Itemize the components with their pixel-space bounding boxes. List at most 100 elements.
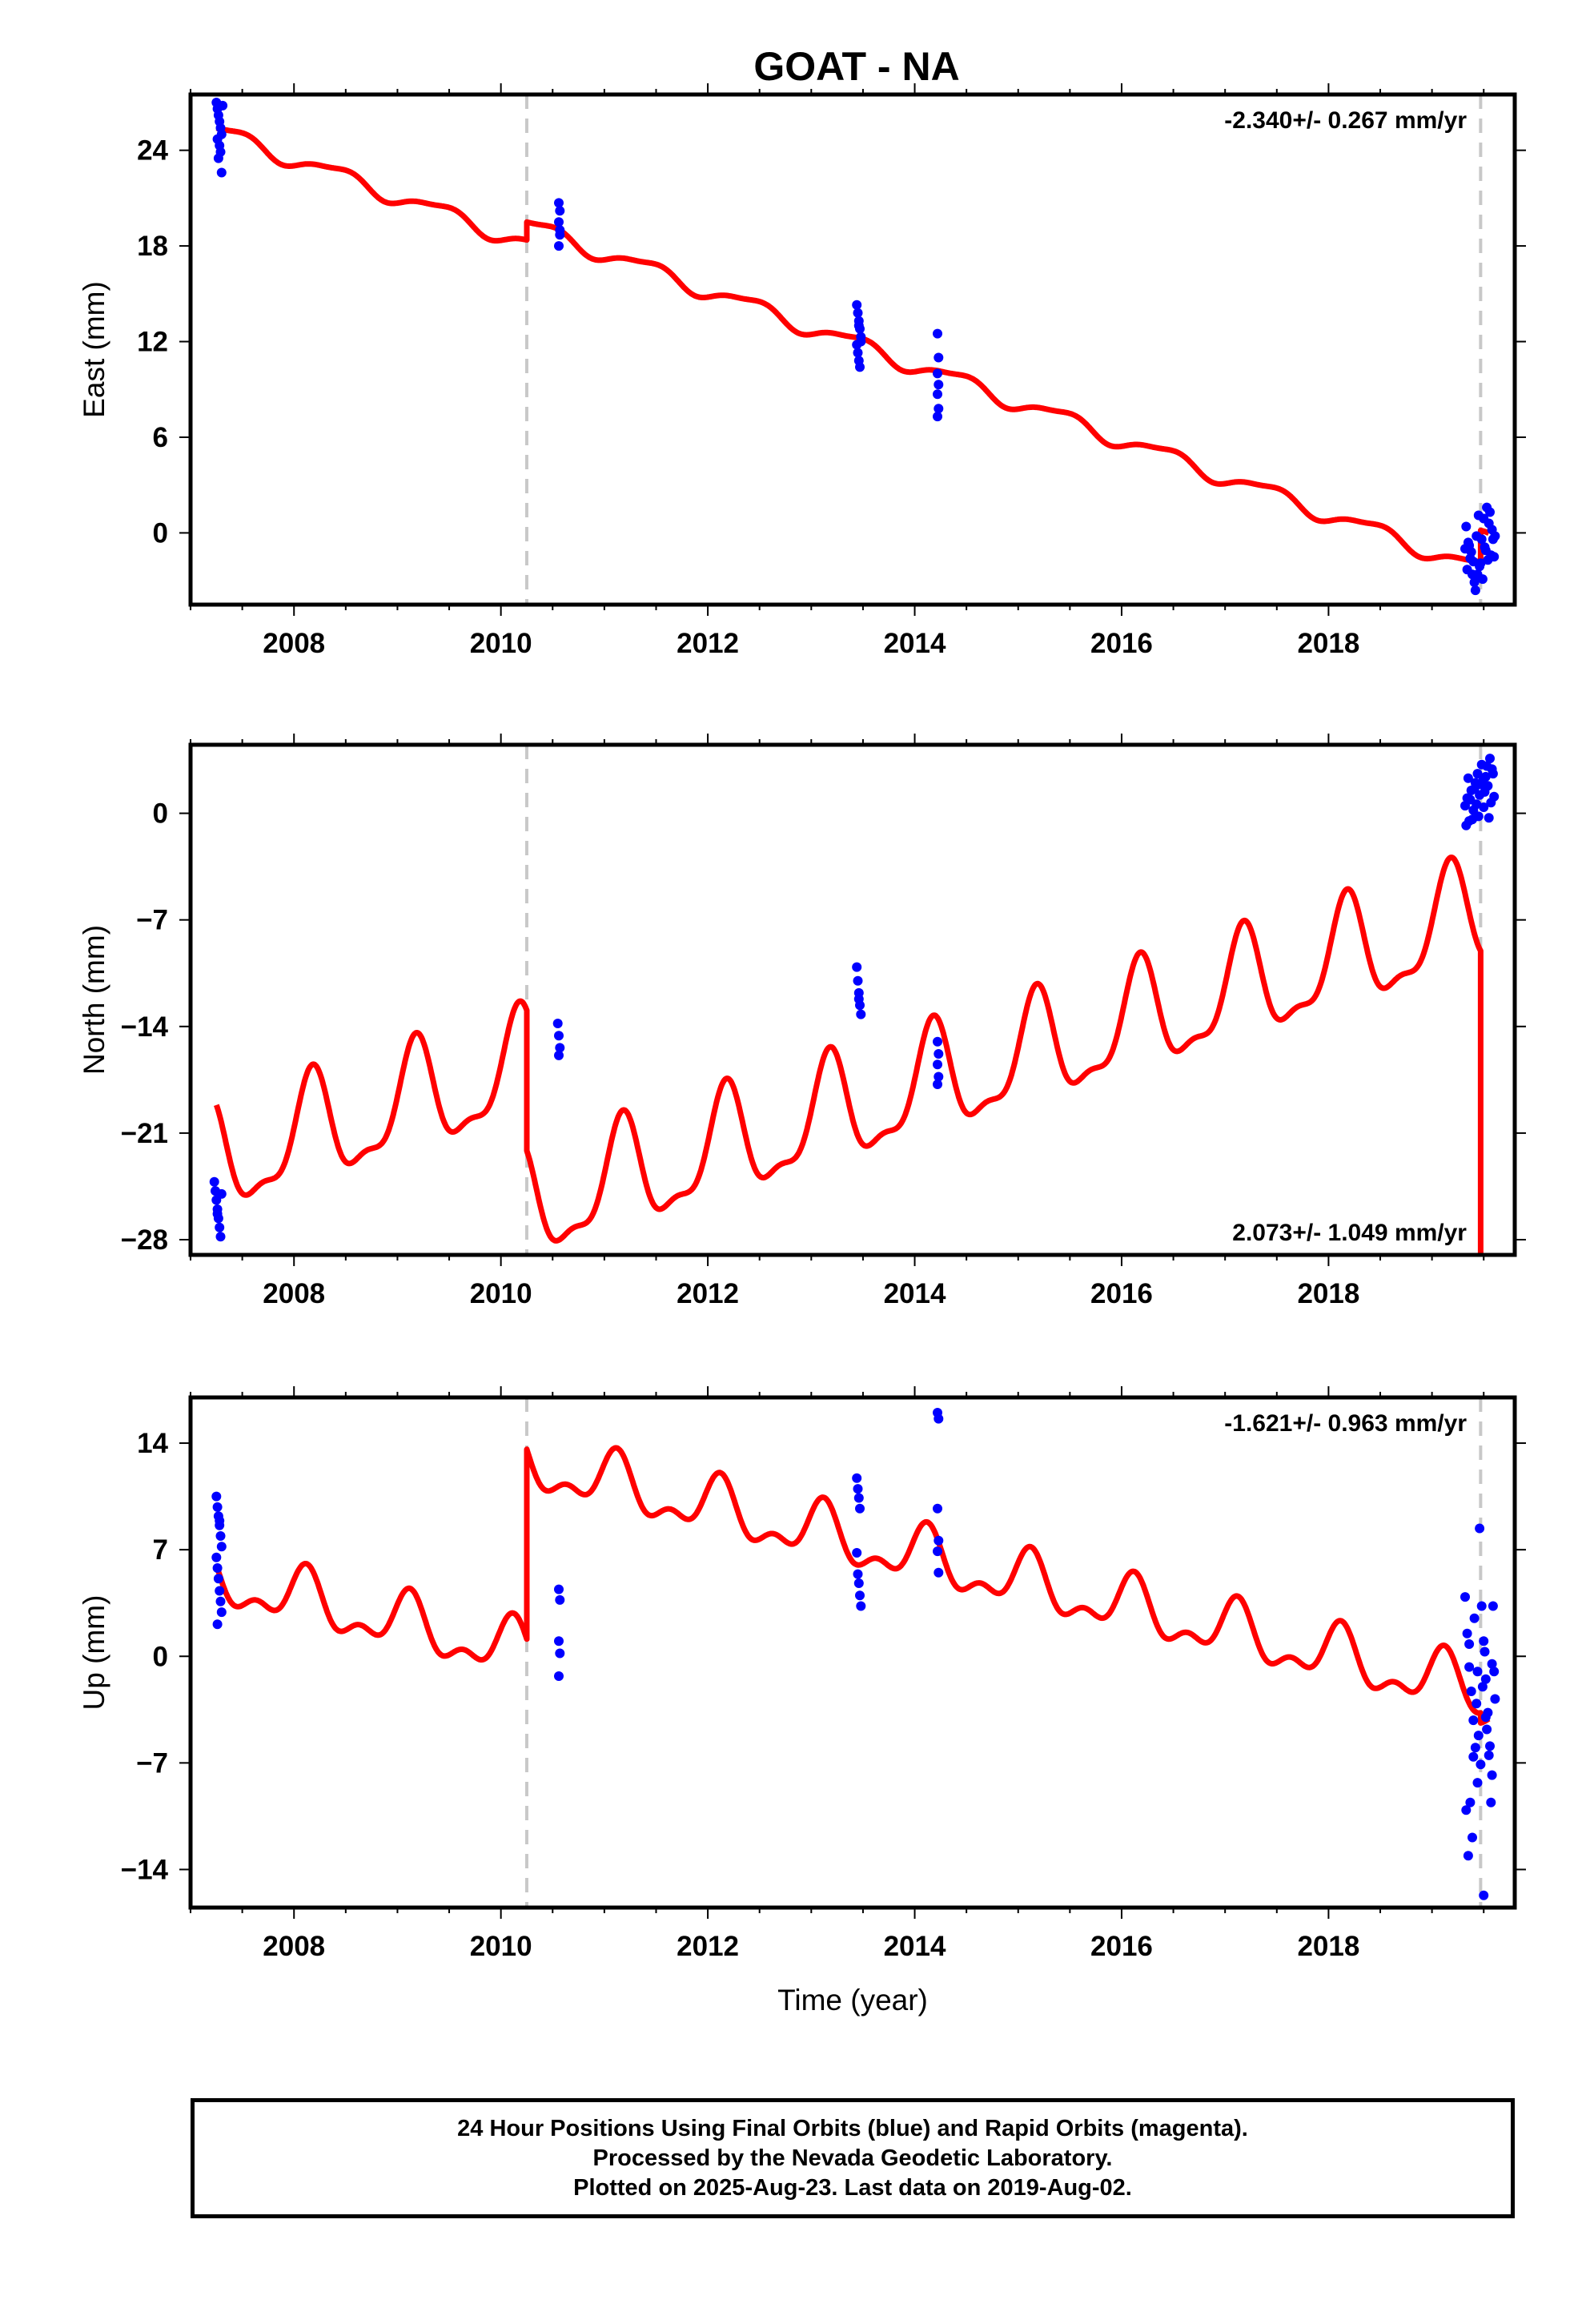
up-data-point <box>213 1574 223 1584</box>
north-model-group <box>214 854 1484 1255</box>
east-panel-frame <box>188 92 1517 607</box>
up-data-point <box>855 1590 865 1601</box>
north-data-point <box>856 1009 866 1019</box>
up-data-point <box>1479 1890 1489 1900</box>
east-data-point <box>218 100 228 111</box>
up-data-point <box>852 1473 862 1483</box>
north-data-point <box>216 1188 227 1199</box>
up-data-point <box>853 1578 864 1588</box>
east-data-point <box>934 352 944 363</box>
east-xtick-label: 2012 <box>677 628 739 659</box>
east-data-point <box>1485 507 1495 517</box>
north-ytick-label: −14 <box>121 1011 169 1043</box>
up-ytick-label: 7 <box>153 1534 168 1566</box>
north-data-point <box>852 962 862 972</box>
east-xtick-label: 2014 <box>884 628 946 659</box>
north-ytick-label: −28 <box>121 1224 168 1256</box>
east-data-point <box>1468 557 1479 567</box>
up-data-point <box>215 1596 226 1606</box>
up-data-point <box>215 1516 225 1526</box>
north-data-point <box>1472 769 1483 779</box>
up-data-point <box>212 1563 223 1573</box>
east-data-point <box>213 153 223 163</box>
east-data-point <box>1472 569 1483 580</box>
north-data-point <box>552 1019 563 1028</box>
north-data-point <box>1480 786 1490 797</box>
east-xtick-label: 2018 <box>1297 628 1359 659</box>
up-data-point <box>1479 1636 1489 1647</box>
east-data-point <box>1489 552 1500 562</box>
north-xtick-label: 2012 <box>677 1278 739 1309</box>
up-data-point <box>1463 1851 1473 1861</box>
footer-orbits-note: 24 Hour Positions Using Final Orbits (bl… <box>457 2115 1248 2141</box>
north-data-point <box>933 1036 942 1047</box>
up-points-group <box>211 1408 1500 1900</box>
up-model-group <box>213 1445 1492 1726</box>
up-data-point <box>1464 1639 1475 1649</box>
east-data-point <box>1460 544 1470 554</box>
east-data-point <box>1480 545 1491 556</box>
north-ytick-label: −7 <box>136 905 168 936</box>
east-ytick-label: 24 <box>137 135 168 167</box>
north-data-point <box>1488 769 1498 779</box>
up-xtick-label: 2008 <box>263 1931 325 1962</box>
north-data-point <box>1486 798 1496 808</box>
up-data-point <box>1466 1687 1476 1696</box>
north-data-point <box>554 1050 564 1060</box>
north-ytick-label: 0 <box>153 798 168 830</box>
up-xtick-label: 2014 <box>884 1931 946 1962</box>
up-data-point <box>212 1502 223 1512</box>
up-data-point <box>1476 1759 1486 1770</box>
east-data-point <box>856 336 866 347</box>
east-data-point <box>1461 521 1472 532</box>
up-data-point <box>1487 1659 1497 1669</box>
north-xtick-label: 2008 <box>263 1278 325 1309</box>
east-data-point <box>1469 577 1480 588</box>
north-data-point <box>555 1043 565 1053</box>
up-data-point <box>1460 1592 1470 1602</box>
up-data-point <box>1488 1601 1498 1611</box>
east-ytick-label: 18 <box>137 231 168 262</box>
up-data-point <box>1480 1674 1491 1684</box>
up-xtick-label: 2016 <box>1090 1931 1153 1962</box>
up-data-point <box>1485 1741 1495 1751</box>
up-data-point <box>1468 1751 1479 1762</box>
up-data-point <box>934 1535 944 1546</box>
up-data-point <box>1486 1797 1496 1807</box>
up-data-point <box>1465 1797 1476 1807</box>
north-data-point <box>215 1222 225 1232</box>
east-ytick-label: 0 <box>153 517 168 549</box>
up-data-point <box>1489 1667 1500 1677</box>
up-xtick-label: 2018 <box>1297 1931 1359 1962</box>
east-data-point <box>555 225 565 235</box>
north-data-point <box>933 1080 942 1089</box>
up-data-point <box>555 1648 565 1659</box>
east-xtick-label: 2010 <box>470 628 532 659</box>
up-xtick-label: 2010 <box>470 1931 532 1962</box>
north-data-point <box>934 1072 944 1082</box>
up-axis-label: Up (mm) <box>78 1595 110 1711</box>
north-ytick-label: −21 <box>121 1118 168 1149</box>
north-data-point <box>1472 799 1482 810</box>
east-data-point <box>855 362 865 372</box>
up-data-point <box>934 1413 944 1424</box>
up-panel-frame <box>188 1395 1517 1910</box>
up-data-point <box>1473 1731 1484 1741</box>
north-data-point <box>1468 814 1477 825</box>
up-ytick-label: 0 <box>153 1641 168 1672</box>
up-data-point <box>1482 1724 1492 1735</box>
east-data-point <box>852 300 862 310</box>
up-data-point <box>216 1542 227 1552</box>
east-data-point <box>554 217 564 227</box>
up-data-point <box>212 1619 223 1630</box>
up-data-point <box>853 1569 863 1579</box>
east-data-point <box>554 241 564 251</box>
up-data-point <box>1464 1662 1475 1672</box>
up-ytick-label: −14 <box>121 1854 169 1885</box>
north-points-group <box>209 754 1500 1242</box>
up-data-point <box>852 1548 862 1558</box>
north-xtick-label: 2016 <box>1090 1278 1153 1309</box>
east-xtick-label: 2016 <box>1090 628 1153 659</box>
up-data-point <box>1468 1832 1477 1843</box>
north-data-point <box>554 1031 564 1041</box>
